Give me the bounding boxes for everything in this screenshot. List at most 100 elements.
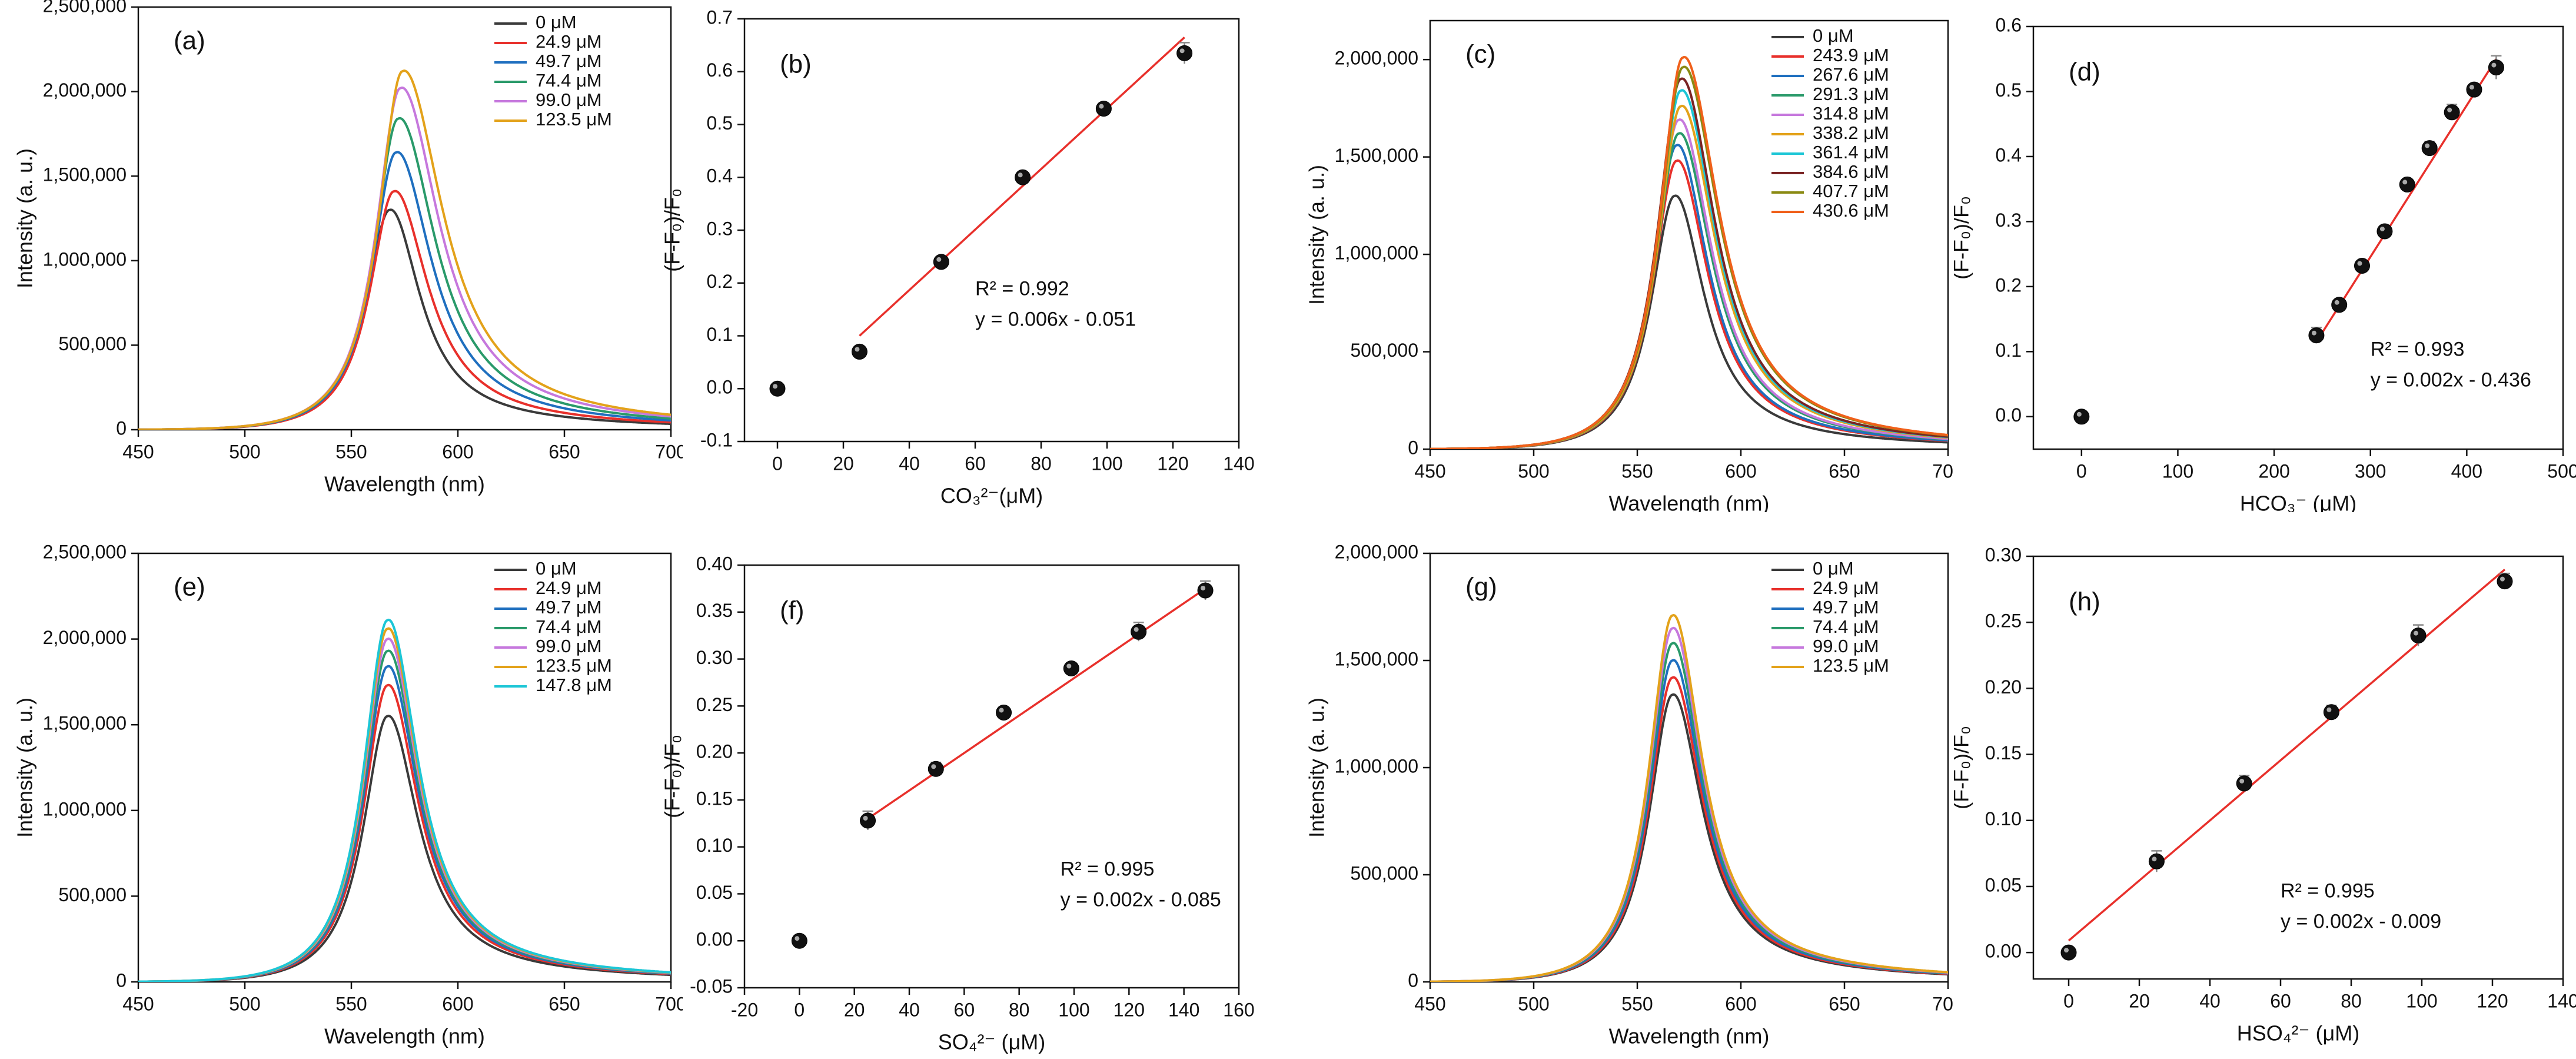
y-tick-label: 0.25 [696, 694, 733, 715]
x-tick-label: 500 [1518, 460, 1549, 482]
x-tick-label: 40 [899, 453, 920, 474]
x-tick-label: 80 [1031, 453, 1052, 474]
series-line [138, 151, 671, 430]
x-tick-label: 20 [844, 999, 865, 1020]
legend-label: 49.7 μM [536, 597, 602, 618]
x-tick-label: 100 [1058, 999, 1089, 1020]
data-point-highlight [2311, 330, 2316, 336]
y-tick-label: 0.7 [707, 6, 733, 28]
data-point-highlight [936, 257, 942, 262]
series-line [1430, 613, 1948, 982]
y-tick-label: 0.05 [1985, 874, 2022, 895]
data-point-highlight [999, 708, 1004, 713]
y-axis-label: (F-F₀)/F₀ [1954, 196, 1973, 280]
y-tick-label: 0.05 [696, 882, 733, 903]
y-tick-label: 0.30 [1985, 544, 2022, 565]
x-tick-label: 140 [1168, 999, 1199, 1020]
plot-frame [137, 6, 672, 431]
x-tick-label: 300 [2355, 460, 2386, 482]
y-tick-label: 500,000 [1350, 862, 1418, 884]
r-squared-label: R² = 0.995 [1061, 858, 1155, 880]
x-tick-label: 650 [1829, 993, 1860, 1014]
data-point [2410, 628, 2427, 644]
chart-panel-h: 0 20 40 60 80 100 120 140 0.00 0.05 0.10 0.15 0.20 0.… [1954, 544, 2576, 1045]
data-point-highlight [1201, 586, 1206, 591]
legend-label: 291.3 μM [1813, 84, 1889, 104]
x-axis-label: CO₃²⁻(μM) [940, 484, 1043, 508]
x-tick-label: 450 [122, 993, 154, 1014]
data-point-highlight [2447, 107, 2452, 112]
x-tick-label: 500 [2547, 460, 2576, 482]
y-tick-label: 0.5 [1996, 79, 2022, 101]
data-point [2354, 257, 2370, 274]
x-tick-label: 60 [2270, 990, 2291, 1011]
y-tick-label: 0.0 [707, 377, 733, 398]
data-point-highlight [1099, 104, 1104, 109]
data-point [2148, 853, 2165, 869]
data-point-highlight [2357, 261, 2362, 266]
y-tick-label: 2,000,000 [1335, 48, 1418, 69]
x-tick-label: 500 [229, 441, 260, 462]
legend-label: 407.7 μM [1813, 181, 1889, 201]
panel-label: (h) [2069, 587, 2100, 616]
x-tick-label: 450 [122, 441, 154, 462]
y-tick-label: 0.1 [707, 324, 733, 345]
legend-label: 430.6 μM [1813, 200, 1889, 221]
x-tick-label: 140 [2547, 990, 2576, 1011]
y-axis-label: (F-F₀)/F₀ [1954, 726, 1973, 809]
y-tick-label: 0.10 [1985, 808, 2022, 829]
chart-panel-f: -20 0 20 40 60 80 100 120 140 160 -0.05 0.00 0.05 0.1… [660, 553, 1255, 1054]
series-line [138, 618, 671, 982]
legend-label: 361.4 μM [1813, 142, 1889, 162]
y-tick-label: 2,500,000 [43, 541, 127, 562]
data-point-highlight [2379, 226, 2385, 231]
x-tick-label: 0 [2076, 460, 2087, 482]
y-axis-label: Intensity (a. u.) [1305, 698, 1329, 838]
legend-label: 74.4 μM [1813, 616, 1879, 637]
series-line [1430, 659, 1948, 982]
x-tick-label: 450 [1414, 993, 1445, 1014]
y-tick-label: 2,500,000 [43, 0, 127, 16]
series-line [138, 715, 671, 982]
legend-label: 74.4 μM [536, 70, 602, 91]
y-tick-label: 0 [116, 970, 127, 991]
legend-label: 123.5 μM [536, 109, 612, 130]
data-point [2421, 140, 2438, 157]
legend-label: 0 μM [536, 12, 577, 32]
series-line [138, 665, 671, 982]
x-tick-label: 550 [335, 441, 367, 462]
series-line [138, 86, 671, 430]
data-point-highlight [773, 384, 777, 389]
y-tick-label: 1,000,000 [1335, 243, 1418, 264]
legend-label: 49.7 μM [536, 51, 602, 71]
x-tick-label: 500 [229, 993, 260, 1014]
series-line [1430, 642, 1948, 982]
fit-equation: y = 0.002x - 0.436 [2371, 369, 2531, 391]
data-point [2060, 944, 2077, 961]
x-tick-label: 60 [965, 453, 986, 474]
data-point-highlight [2425, 143, 2430, 148]
data-point-highlight [863, 815, 868, 821]
data-point-highlight [2064, 948, 2069, 953]
x-tick-label: 600 [1725, 460, 1756, 482]
y-tick-label: 2,000,000 [1335, 541, 1418, 562]
x-tick-label: 120 [1114, 999, 1145, 1020]
data-point [928, 761, 944, 777]
data-point-highlight [2469, 85, 2474, 90]
y-tick-label: 0.0 [1996, 404, 2022, 426]
y-tick-label: 0.1 [1996, 340, 2022, 361]
y-tick-label: 0 [1408, 970, 1418, 991]
data-point [1197, 582, 1214, 599]
data-point [1015, 169, 1031, 185]
x-axis-label: Wavelength (nm) [324, 1024, 485, 1048]
series-line [1430, 55, 1948, 449]
y-tick-label: 1,500,000 [1335, 145, 1418, 166]
legend-label: 24.9 μM [1813, 577, 1879, 598]
y-tick-label: 1,000,000 [43, 248, 127, 270]
y-tick-label: 0.00 [696, 929, 733, 950]
y-tick-label: 0.35 [696, 600, 733, 621]
y-tick-label: 1,500,000 [43, 164, 127, 185]
plot-frame [2032, 555, 2564, 980]
data-point [2308, 327, 2325, 344]
